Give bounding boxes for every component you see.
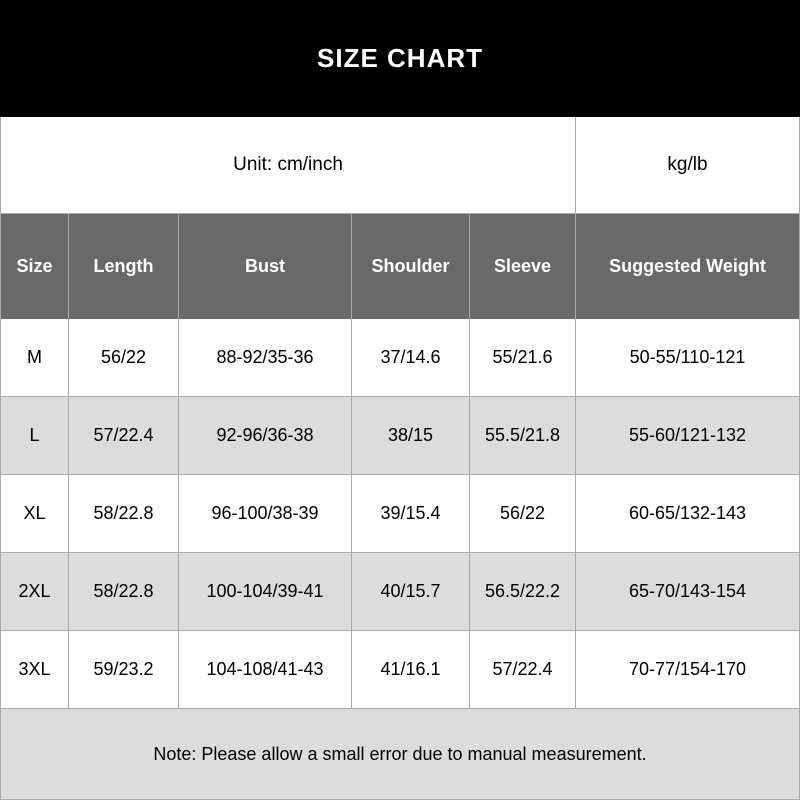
- cell-sleeve: 55/21.6: [470, 319, 576, 397]
- column-header-row: Size Length Bust Shoulder Sleeve Suggest…: [0, 214, 800, 319]
- table-row: 3XL 59/23.2 104-108/41-43 41/16.1 57/22.…: [0, 631, 800, 709]
- table-row: 2XL 58/22.8 100-104/39-41 40/15.7 56.5/2…: [0, 553, 800, 631]
- cell-weight: 65-70/143-154: [576, 553, 800, 631]
- cell-length: 59/23.2: [69, 631, 179, 709]
- cell-weight: 70-77/154-170: [576, 631, 800, 709]
- cell-length: 57/22.4: [69, 397, 179, 475]
- cell-weight: 50-55/110-121: [576, 319, 800, 397]
- col-header-bust: Bust: [179, 214, 352, 319]
- cell-bust: 100-104/39-41: [179, 553, 352, 631]
- cell-size: L: [1, 397, 69, 475]
- cell-bust: 92-96/36-38: [179, 397, 352, 475]
- cell-length: 58/22.8: [69, 553, 179, 631]
- cell-weight: 60-65/132-143: [576, 475, 800, 553]
- cell-shoulder: 37/14.6: [352, 319, 470, 397]
- cell-size: XL: [1, 475, 69, 553]
- cell-shoulder: 40/15.7: [352, 553, 470, 631]
- unit-right-label: kg/lb: [576, 117, 800, 214]
- cell-sleeve: 57/22.4: [470, 631, 576, 709]
- table-row: XL 58/22.8 96-100/38-39 39/15.4 56/22 60…: [0, 475, 800, 553]
- col-header-shoulder: Shoulder: [352, 214, 470, 319]
- cell-shoulder: 41/16.1: [352, 631, 470, 709]
- table-row: M 56/22 88-92/35-36 37/14.6 55/21.6 50-5…: [0, 319, 800, 397]
- cell-sleeve: 56.5/22.2: [470, 553, 576, 631]
- cell-length: 58/22.8: [69, 475, 179, 553]
- col-header-length: Length: [69, 214, 179, 319]
- cell-sleeve: 56/22: [470, 475, 576, 553]
- cell-size: 3XL: [1, 631, 69, 709]
- cell-weight: 55-60/121-132: [576, 397, 800, 475]
- col-header-sleeve: Sleeve: [470, 214, 576, 319]
- unit-row: Unit: cm/inch kg/lb: [0, 117, 800, 214]
- cell-sleeve: 55.5/21.8: [470, 397, 576, 475]
- table-row: L 57/22.4 92-96/36-38 38/15 55.5/21.8 55…: [0, 397, 800, 475]
- cell-size: M: [1, 319, 69, 397]
- unit-left-label: Unit: cm/inch: [1, 117, 576, 214]
- note-text: Note: Please allow a small error due to …: [0, 709, 800, 800]
- cell-size: 2XL: [1, 553, 69, 631]
- cell-bust: 104-108/41-43: [179, 631, 352, 709]
- cell-bust: 96-100/38-39: [179, 475, 352, 553]
- col-header-weight: Suggested Weight: [576, 214, 800, 319]
- size-chart: SIZE CHART Unit: cm/inch kg/lb Size Leng…: [0, 0, 800, 800]
- col-header-size: Size: [1, 214, 69, 319]
- cell-bust: 88-92/35-36: [179, 319, 352, 397]
- cell-shoulder: 39/15.4: [352, 475, 470, 553]
- cell-shoulder: 38/15: [352, 397, 470, 475]
- cell-length: 56/22: [69, 319, 179, 397]
- chart-title: SIZE CHART: [0, 0, 800, 117]
